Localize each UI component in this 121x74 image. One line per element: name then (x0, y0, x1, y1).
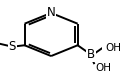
Text: B: B (87, 48, 95, 61)
Text: N: N (47, 6, 55, 19)
Text: OH: OH (95, 63, 111, 73)
Text: OH: OH (105, 43, 121, 53)
Text: S: S (9, 40, 16, 53)
